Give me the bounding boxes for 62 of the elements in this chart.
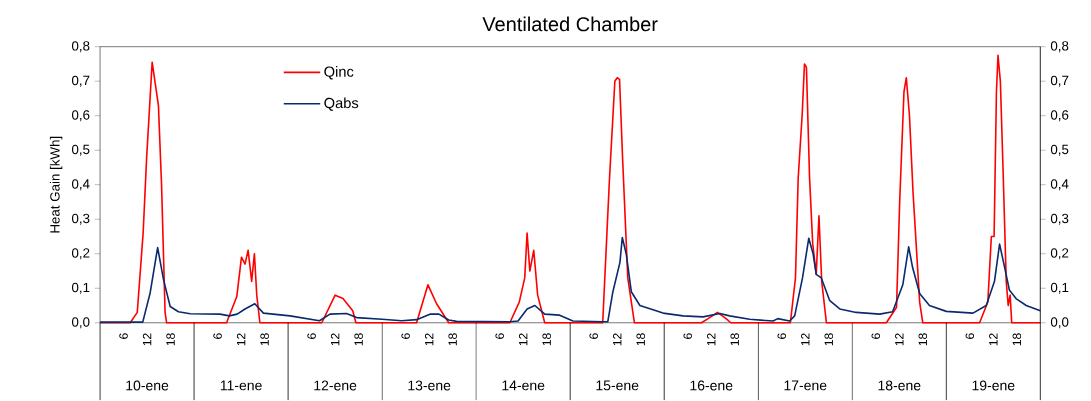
x-tick-label: 6 bbox=[965, 333, 975, 339]
text: 11-ene bbox=[220, 380, 262, 391]
legend-label: Qinc bbox=[324, 65, 354, 80]
text: 18-ene bbox=[878, 380, 921, 391]
x-tick-label: 12 bbox=[424, 333, 434, 346]
x-tick-label: 18 bbox=[730, 333, 739, 346]
x-tick-label: 18 bbox=[636, 333, 645, 346]
x-tick-label: 18 bbox=[448, 333, 457, 346]
x-tick-label: 6 bbox=[589, 333, 598, 339]
text: 12-ene bbox=[314, 380, 357, 391]
text: 14-ene bbox=[502, 380, 545, 391]
text: 16-ene bbox=[690, 380, 733, 391]
x-tick-label: 6 bbox=[871, 333, 881, 339]
y2-tick-label: 0,0 bbox=[1050, 317, 1069, 329]
y-tick-label: 0,3 bbox=[71, 213, 90, 225]
y2-tick-label: 0,4 bbox=[1050, 179, 1069, 191]
x-tick-label: 12 bbox=[142, 333, 152, 346]
x-tick-label: 6 bbox=[777, 333, 786, 339]
y2-tick-label: 0,7 bbox=[1050, 75, 1069, 87]
x-tick-label: 12 bbox=[518, 333, 528, 346]
x-tick-label: 12 bbox=[236, 333, 246, 346]
y-tick-label: 0,7 bbox=[71, 75, 90, 87]
x-tick-label: 18 bbox=[1012, 333, 1022, 346]
y-tick-label: 0,5 bbox=[71, 144, 90, 156]
text: 10-ene bbox=[126, 380, 169, 391]
x-tick-label: 12 bbox=[330, 333, 340, 346]
y-tick-label: 0,8 bbox=[71, 40, 90, 52]
y-tick-label: 0,4 bbox=[71, 179, 90, 191]
x-tick-label: 18 bbox=[824, 333, 834, 346]
legend-label: Qabs bbox=[324, 97, 359, 111]
text: 13-ene bbox=[408, 380, 451, 391]
x-tick-label: 6 bbox=[307, 333, 316, 339]
text: 19-ene bbox=[972, 380, 1015, 391]
y-tick-label: 0,0 bbox=[71, 317, 90, 329]
x-tick-label: 12 bbox=[613, 333, 622, 346]
y-tick-label: 0,1 bbox=[71, 282, 90, 294]
x-tick-label: 12 bbox=[895, 333, 904, 346]
chart-title: Ventilated Chamber bbox=[482, 16, 658, 32]
x-tick-label: 18 bbox=[918, 333, 928, 346]
x-tick-label: 12 bbox=[801, 333, 810, 346]
x-tick-label: 18 bbox=[166, 333, 175, 346]
x-tick-label: 6 bbox=[213, 333, 222, 339]
x-tick-label: 18 bbox=[260, 333, 269, 346]
y2-tick-label: 0,8 bbox=[1050, 40, 1069, 52]
y-tick-label: 0,6 bbox=[71, 109, 90, 122]
x-tick-label: 12 bbox=[989, 333, 998, 346]
y2-tick-label: 0,3 bbox=[1050, 213, 1069, 225]
x-tick-label: 12 bbox=[707, 333, 716, 346]
x-tick-label: 18 bbox=[354, 333, 363, 346]
y-axis-title: Heat Gain [kWh] bbox=[49, 136, 63, 233]
text: 17-ene bbox=[784, 380, 827, 391]
y-tick-label: 0,2 bbox=[71, 248, 90, 260]
x-tick-label: 6 bbox=[401, 333, 410, 339]
x-tick-label: 6 bbox=[683, 333, 692, 339]
text: 15-ene bbox=[596, 380, 639, 391]
y2-tick-label: 0,6 bbox=[1050, 109, 1069, 122]
y2-tick-label: 0,1 bbox=[1050, 282, 1069, 294]
x-tick-label: 6 bbox=[495, 333, 504, 339]
y2-tick-label: 0,5 bbox=[1050, 144, 1069, 156]
x-tick-label: 6 bbox=[119, 333, 128, 339]
y2-tick-label: 0,2 bbox=[1050, 248, 1069, 260]
x-tick-label: 18 bbox=[542, 333, 551, 346]
